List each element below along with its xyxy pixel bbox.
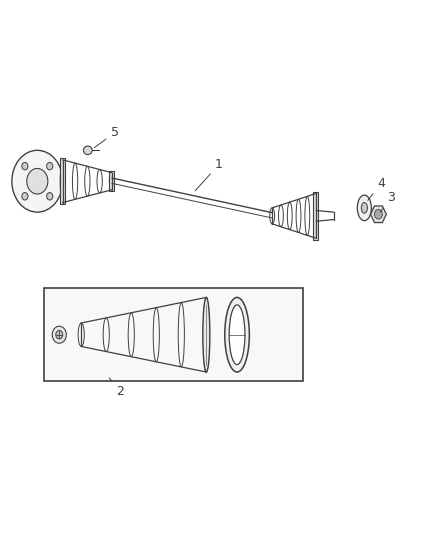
Ellipse shape	[202, 297, 209, 372]
Ellipse shape	[83, 146, 92, 155]
Text: 1: 1	[194, 158, 223, 191]
Ellipse shape	[360, 203, 367, 213]
Circle shape	[12, 150, 63, 212]
Circle shape	[46, 192, 53, 200]
Circle shape	[22, 192, 28, 200]
Text: 4: 4	[367, 176, 385, 200]
Bar	[60, 158, 65, 204]
Circle shape	[46, 163, 53, 170]
Circle shape	[27, 168, 48, 194]
Circle shape	[56, 330, 63, 339]
Text: 2: 2	[109, 378, 124, 399]
Bar	[109, 171, 114, 191]
Bar	[44, 288, 302, 381]
Text: 5: 5	[94, 126, 119, 148]
Text: 3: 3	[379, 191, 394, 212]
Bar	[313, 192, 318, 240]
Circle shape	[22, 163, 28, 170]
Polygon shape	[370, 206, 385, 223]
Ellipse shape	[229, 305, 244, 365]
Ellipse shape	[357, 195, 371, 221]
Circle shape	[374, 209, 381, 219]
Ellipse shape	[224, 297, 249, 372]
Circle shape	[52, 326, 66, 343]
